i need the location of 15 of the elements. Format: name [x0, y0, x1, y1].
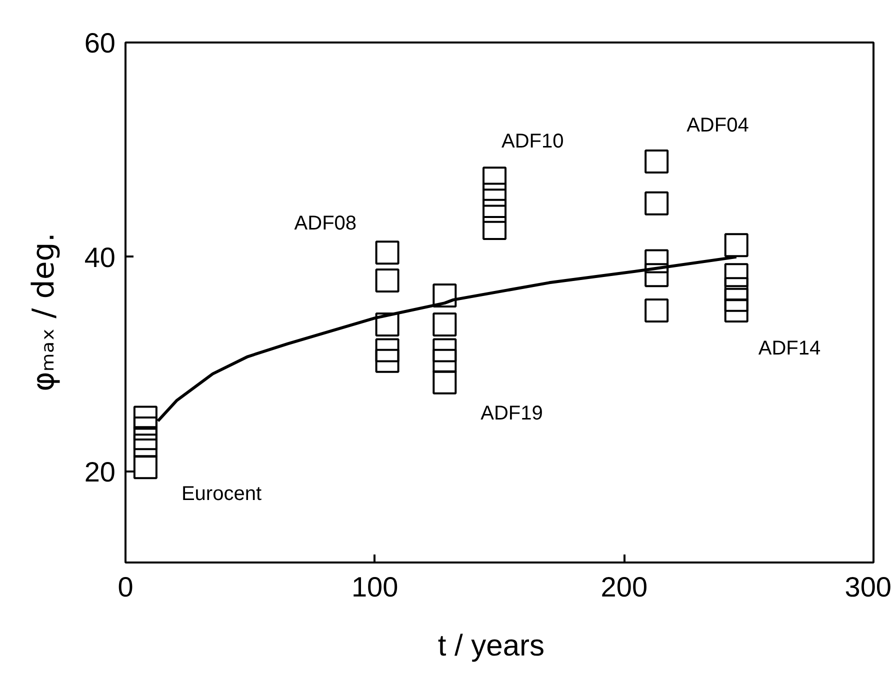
y-tick-label: 20: [84, 456, 116, 488]
y-tick-label: 60: [84, 28, 116, 58]
annotation: Eurocent: [181, 483, 262, 506]
x-tick-label: 300: [844, 572, 891, 602]
annotation: ADF19: [480, 402, 543, 424]
x-tick-label: 100: [351, 572, 398, 602]
y-tick-label: 40: [84, 242, 116, 273]
annotation: ADF04: [686, 114, 749, 137]
x-tick-label: 200: [600, 572, 648, 602]
annotation: ADF14: [758, 338, 821, 360]
annotation: ADF10: [502, 130, 564, 153]
annotation: ADF08: [294, 212, 357, 235]
x-tick-label: 0: [118, 572, 134, 602]
y-axis-title: φₘₐₓ / deg.: [26, 232, 62, 392]
x-axis-title: t / years: [438, 630, 545, 662]
